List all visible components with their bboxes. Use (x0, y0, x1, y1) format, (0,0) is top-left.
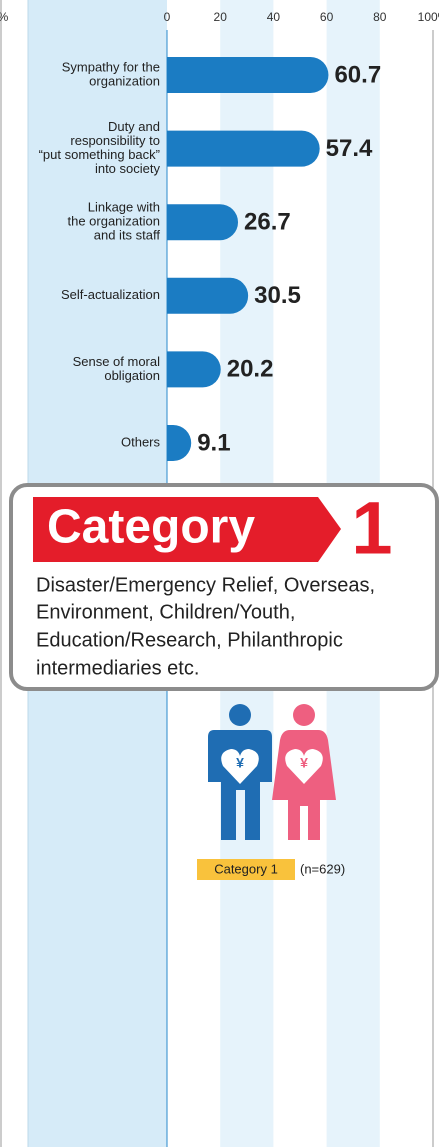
yen-symbol: ¥ (300, 755, 308, 771)
category-label: into society (95, 161, 161, 176)
category-label: Sense of moral (73, 354, 161, 369)
bar (167, 57, 329, 93)
heart (285, 749, 323, 784)
legend-note: (n=629) (300, 861, 345, 876)
value-label: 9.1 (197, 429, 230, 456)
value-label: 20.2 (227, 356, 274, 383)
category-label: Duty and (108, 119, 160, 134)
legend-swatch (197, 859, 295, 880)
category-label: responsibility to (70, 133, 160, 148)
value-label: 60.7 (334, 61, 381, 88)
category-label: and its staff (94, 228, 161, 243)
x-tick-label: 100% (418, 10, 439, 24)
category-label: the organization (67, 214, 160, 229)
category-label: “put something back” (39, 147, 160, 162)
legend-label: Category 1 (214, 861, 278, 876)
x-tick-label: 20 (214, 10, 228, 24)
x-tick-label: 80 (373, 10, 387, 24)
bar (167, 130, 320, 167)
edge-label: % (0, 10, 9, 24)
description-line: Environment, Children/Youth, (36, 601, 295, 623)
bar (167, 277, 249, 314)
description-line: Education/Research, Philanthropic (36, 629, 343, 651)
value-label: 30.5 (254, 282, 301, 309)
category-label: obligation (104, 368, 160, 383)
x-tick-label: 40 (267, 10, 281, 24)
description-line: Disaster/Emergency Relief, Overseas, (36, 574, 375, 596)
yen-symbol: ¥ (236, 755, 244, 771)
bar (167, 204, 239, 241)
bar (167, 425, 192, 461)
category-banner (33, 497, 341, 562)
heart (221, 749, 259, 784)
category-label: Sympathy for the (62, 59, 160, 74)
x-tick-label: 0 (164, 10, 171, 24)
value-label: 26.7 (244, 209, 291, 236)
category-label: Linkage with (88, 200, 160, 215)
value-label: 57.4 (326, 135, 373, 162)
category-label: organization (89, 73, 160, 88)
x-tick-label: 60 (320, 10, 334, 24)
category-label: Others (121, 434, 161, 449)
category-label: Self-actualization (61, 287, 160, 302)
description-line: intermediaries etc. (36, 657, 199, 679)
category-number: 1 (351, 487, 392, 570)
bar (167, 351, 221, 388)
category-word: Category (47, 501, 255, 554)
